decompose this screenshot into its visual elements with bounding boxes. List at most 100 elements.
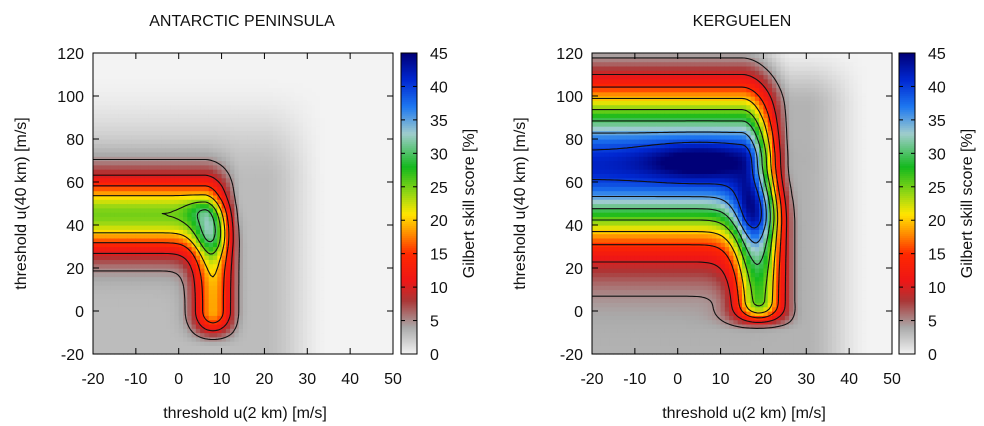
heatmap-cell [345, 108, 351, 114]
heatmap-cell [371, 323, 377, 329]
heatmap-cell [243, 78, 248, 84]
heatmap-cell [217, 199, 223, 205]
heatmap-cell [315, 87, 321, 93]
heatmap-cell [217, 104, 223, 110]
heatmap-cell [183, 169, 188, 174]
heatmap-cell [204, 147, 210, 153]
heatmap-cell [208, 341, 214, 346]
heatmap-cell [367, 74, 373, 80]
heatmap-cell [247, 293, 253, 299]
heatmap-cell [290, 259, 296, 265]
heatmap-cell [174, 126, 180, 131]
heatmap-cell [204, 57, 210, 63]
heatmap-cell [337, 207, 343, 213]
heatmap-cell [384, 83, 390, 88]
heatmap-cell [135, 203, 141, 209]
heatmap-cell [264, 345, 270, 351]
heatmap-cell [358, 173, 364, 179]
heatmap-cell [97, 272, 103, 278]
heatmap-cell [333, 255, 338, 260]
heatmap-cell [187, 246, 193, 252]
heatmap-cell [195, 173, 201, 179]
heatmap-cell [247, 134, 253, 140]
heatmap-cell [234, 104, 240, 110]
heatmap-cell [187, 336, 193, 342]
heatmap-cell [131, 302, 137, 308]
heatmap-cell [153, 160, 158, 166]
heatmap-cell [183, 147, 188, 153]
heatmap-cell [140, 242, 146, 248]
heatmap-cell [363, 134, 368, 140]
heatmap-cell [187, 194, 193, 200]
heatmap-cell [174, 65, 180, 71]
heatmap-cell [358, 100, 364, 106]
heatmap-cell [285, 259, 291, 265]
heatmap-cell [127, 87, 133, 93]
heatmap-cell [251, 319, 257, 325]
heatmap-cell [101, 242, 107, 248]
heatmap-cell [320, 53, 326, 58]
heatmap-cell [324, 220, 330, 226]
heatmap-cell [298, 199, 304, 205]
heatmap-cell [333, 164, 338, 170]
heatmap-cell [178, 289, 184, 295]
heatmap-cell [285, 199, 291, 205]
heatmap-cell [153, 169, 158, 174]
heatmap-cell [221, 117, 227, 123]
heatmap-cell [268, 298, 274, 303]
heatmap-cell [307, 203, 313, 209]
heatmap-cell [290, 263, 296, 269]
heatmap-cell [97, 177, 103, 183]
heatmap-cell [157, 151, 163, 157]
heatmap-cell [230, 306, 236, 312]
heatmap-cell [101, 255, 107, 260]
heatmap-cell [114, 186, 120, 192]
heatmap-cell [238, 104, 244, 110]
heatmap-cell [277, 199, 283, 205]
heatmap-cell [358, 212, 364, 217]
heatmap-cell [105, 272, 111, 278]
heatmap-cell [183, 65, 188, 71]
heatmap-cell [208, 130, 214, 136]
heatmap-cell [105, 229, 111, 235]
heatmap-cell [230, 280, 236, 286]
heatmap-cell [363, 96, 368, 101]
heatmap-cell [204, 250, 210, 256]
heatmap-cell [105, 263, 111, 269]
heatmap-cell [221, 298, 227, 303]
heatmap-cell [341, 164, 347, 170]
heatmap-cell [187, 96, 193, 101]
heatmap-cell [105, 121, 111, 127]
heatmap-cell [187, 100, 193, 106]
heatmap-cell [135, 151, 141, 157]
heatmap-cell [350, 212, 356, 217]
heatmap-cell [127, 276, 133, 282]
heatmap-cell [101, 302, 107, 308]
heatmap-cell [140, 349, 146, 355]
heatmap-cell [341, 87, 347, 93]
heatmap-cell [238, 199, 244, 205]
heatmap-cell [363, 190, 368, 196]
heatmap-cell [345, 225, 351, 230]
heatmap-cell [333, 246, 338, 252]
heatmap-cell [200, 74, 206, 80]
heatmap-cell [285, 100, 291, 106]
heatmap-cell [110, 169, 116, 174]
heatmap-cell [208, 272, 214, 278]
heatmap-cell [140, 306, 146, 312]
heatmap-cell [307, 61, 313, 67]
heatmap-cell [307, 182, 313, 187]
heatmap-cell [234, 328, 240, 334]
heatmap-cell [350, 194, 356, 200]
heatmap-cell [174, 147, 180, 153]
heatmap-cell [307, 169, 313, 174]
heatmap-cell [363, 143, 368, 149]
heatmap-cell [388, 237, 394, 243]
heatmap-cell [251, 173, 257, 179]
heatmap-cell [213, 173, 218, 179]
heatmap-cell [380, 349, 386, 355]
heatmap-cell [93, 199, 98, 205]
heatmap-cell [345, 199, 351, 205]
heatmap-cell [247, 182, 253, 187]
heatmap-cell [328, 70, 334, 76]
